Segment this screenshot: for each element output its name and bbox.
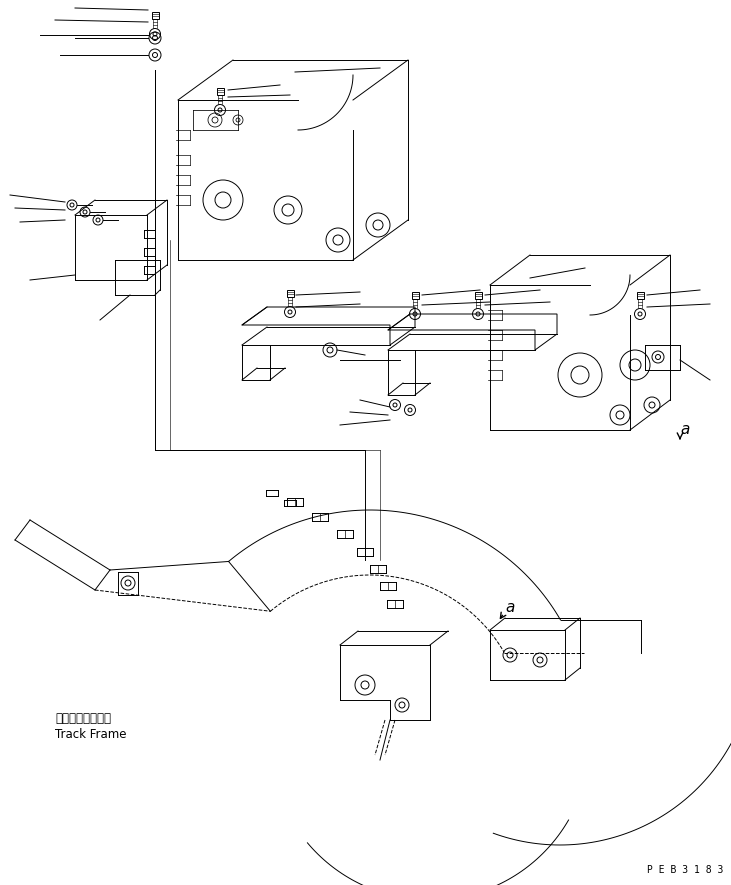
Text: トラックフレーム: トラックフレーム: [55, 712, 111, 725]
Text: P E B 3 1 8 3: P E B 3 1 8 3: [647, 865, 723, 875]
Bar: [151, 12, 159, 19]
Bar: [412, 292, 419, 299]
Bar: [637, 292, 643, 299]
Bar: [216, 88, 224, 95]
Text: a: a: [505, 601, 515, 615]
Bar: [474, 292, 482, 299]
Text: Track Frame: Track Frame: [55, 728, 126, 742]
Text: a: a: [680, 422, 689, 437]
Bar: [287, 290, 294, 297]
